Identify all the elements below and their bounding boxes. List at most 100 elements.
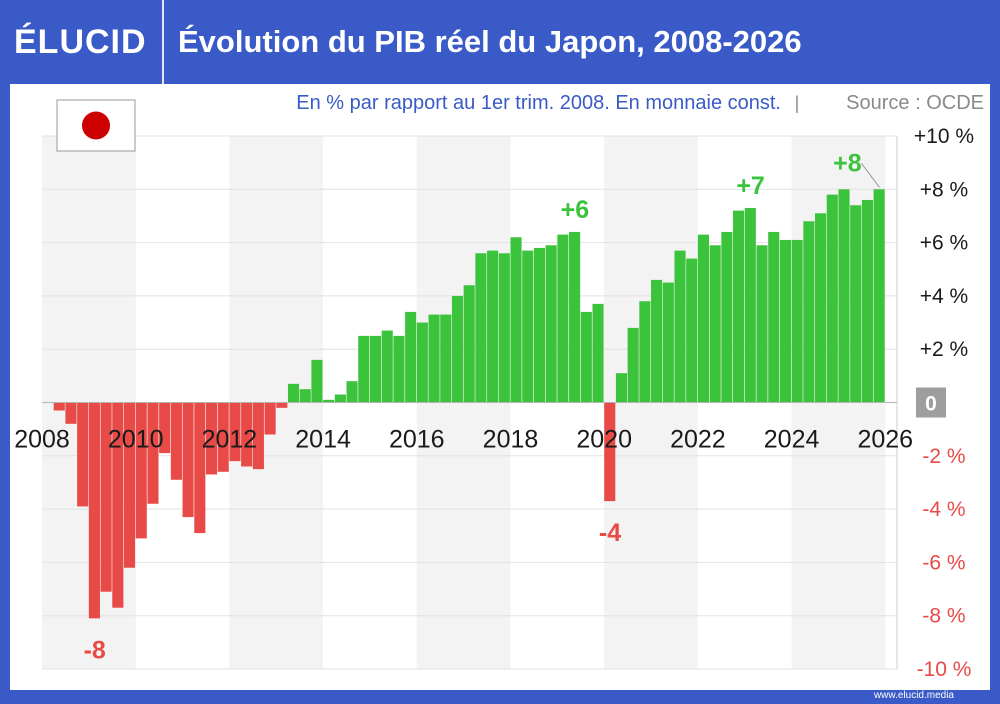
bar [533, 247, 546, 403]
bar [323, 399, 335, 403]
bar [369, 335, 382, 403]
bar [311, 359, 323, 403]
zero-badge [916, 387, 946, 418]
chart-title: Évolution du PIB réel du Japon, 2008-202… [178, 24, 802, 59]
bar [65, 402, 77, 424]
annotation-label: +6 [561, 196, 590, 224]
bar [721, 231, 733, 403]
bar [405, 311, 417, 403]
bar [241, 402, 253, 467]
bar [346, 381, 358, 403]
bar [803, 221, 815, 403]
bar [580, 311, 592, 403]
bar [686, 258, 698, 403]
y-tick-label: -4 % [922, 498, 965, 521]
bar [592, 303, 604, 403]
footer-url: www.elucid.media [873, 690, 954, 701]
x-tick-label: 2026 [857, 426, 913, 454]
bar [147, 402, 159, 504]
bar [615, 373, 628, 403]
bar [334, 394, 346, 403]
x-tick-label: 2008 [14, 426, 70, 454]
chart-source: Source : OCDE [846, 92, 984, 114]
bar [135, 402, 147, 539]
x-axis-labels: 2008 2010 2012 2014 2016 2018 2020 2022 2024 2026 [14, 426, 913, 454]
bar [498, 253, 510, 403]
bar [159, 402, 171, 454]
x-tick-label: 2014 [295, 426, 351, 454]
bar [358, 335, 370, 403]
y-tick-label: -10 % [917, 658, 972, 681]
japan-flag-icon [56, 99, 136, 152]
y-tick-label: -6 % [922, 551, 965, 574]
elucid-logo: ÉLUCID [14, 23, 147, 61]
bar [779, 239, 791, 403]
bar [826, 194, 838, 403]
annotation-label: -8 [84, 636, 106, 664]
annotation-label: +8 [833, 149, 862, 177]
y-tick-label: +6 % [920, 232, 968, 255]
bar [756, 245, 768, 403]
bar [709, 245, 721, 403]
bar [264, 402, 276, 435]
bars [42, 189, 897, 619]
x-tick-label: 2012 [202, 426, 258, 454]
bar [569, 231, 581, 403]
y-tick-label: +10 % [914, 125, 974, 148]
chart-subtitle: En % par rapport au 1er trim. 2008. En m… [296, 92, 781, 114]
bar [123, 402, 136, 568]
bar [194, 402, 206, 534]
x-tick-label: 2022 [670, 426, 726, 454]
bar [651, 279, 663, 403]
bar [873, 189, 885, 403]
bar [697, 234, 710, 403]
bar [662, 282, 674, 403]
x-tick-label: 2024 [764, 426, 820, 454]
bar [428, 314, 440, 403]
flag-sun [82, 111, 110, 140]
bar [451, 295, 464, 403]
bar [299, 389, 311, 403]
bar [522, 250, 534, 403]
header-divider [162, 0, 164, 84]
annotation-label: +7 [736, 172, 765, 200]
bar [393, 335, 405, 403]
y-tick-label: -8 % [922, 605, 965, 628]
bar [815, 213, 827, 403]
bar [604, 402, 616, 502]
bar [733, 210, 745, 403]
bar [861, 199, 873, 403]
bar [217, 402, 229, 472]
bar [416, 322, 428, 403]
annotation-label: -4 [599, 519, 621, 547]
bar [252, 402, 264, 470]
bar [112, 402, 124, 608]
subtitle-separator: | [795, 93, 800, 113]
annotations: -8 +6 -4 +7 +8 [84, 149, 880, 664]
bar [463, 285, 475, 403]
bar [674, 250, 686, 403]
chart-panel: +10 % +8 % +6 % +4 % +2 % 0 -2 % -4 % -6 % -8 % -1… [10, 84, 990, 690]
y-tick-label: -2 % [922, 445, 965, 468]
gdp-bar-chart: +10 % +8 % +6 % +4 % +2 % 0 -2 % -4 % -6 % -8 % -1… [14, 92, 984, 681]
x-tick-label: 2010 [108, 426, 164, 454]
bar [88, 402, 100, 619]
bar [100, 402, 112, 592]
bar [182, 402, 194, 518]
bar [77, 402, 89, 507]
flag-background [56, 99, 136, 152]
bar [639, 301, 651, 403]
annotation-leader [861, 163, 880, 188]
bar [205, 402, 218, 475]
bar [229, 402, 241, 462]
y-tick-label: 0 [925, 393, 937, 416]
x-tick-label: 2018 [483, 426, 539, 454]
bar [744, 207, 756, 403]
bar [850, 205, 862, 403]
bar [170, 402, 182, 480]
y-tick-label: +4 % [920, 285, 968, 308]
bar [287, 383, 300, 403]
bar [381, 330, 393, 403]
bar [838, 189, 850, 403]
bar [276, 402, 288, 408]
